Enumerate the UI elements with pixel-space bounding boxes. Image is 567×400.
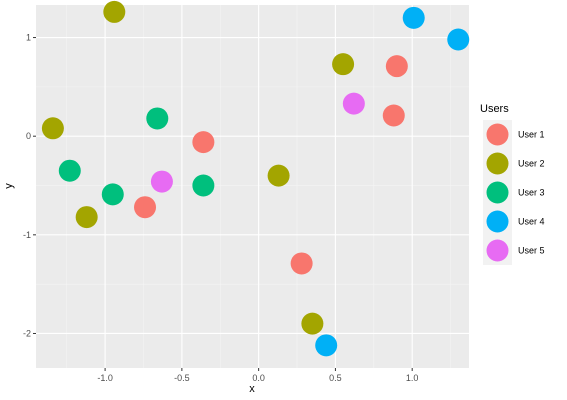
legend-label: User 1 xyxy=(518,130,545,140)
x-tick-label: 0.0 xyxy=(252,373,265,383)
y-tick-label: -2 xyxy=(23,328,31,338)
grid-minor xyxy=(36,5,469,368)
legend-key-swatch xyxy=(486,239,509,262)
legend: Users User 1 User 2 User 3 User 4 User 5 xyxy=(480,103,545,265)
legend-label: User 3 xyxy=(518,188,545,198)
x-axis-ticks: -1.0 -0.5 0.0 0.5 1.0 xyxy=(97,368,418,383)
legend-key-swatch xyxy=(486,210,509,233)
y-axis-ticks: -2 -1 0 1 xyxy=(23,33,36,338)
data-point-user-1 xyxy=(134,196,157,219)
x-tick-label: 0.5 xyxy=(329,373,342,383)
data-point-user-3 xyxy=(192,174,215,197)
y-tick-label: -1 xyxy=(23,230,31,240)
legend-key-swatch xyxy=(486,181,509,204)
data-point-user-2 xyxy=(301,312,324,335)
legend-label: User 5 xyxy=(518,246,545,256)
grid-major xyxy=(36,5,469,368)
x-tick-label: 1.0 xyxy=(406,373,419,383)
y-axis-title: y xyxy=(3,183,15,189)
data-points xyxy=(41,0,470,357)
data-point-user-3 xyxy=(101,183,124,206)
data-point-user-5 xyxy=(342,92,365,115)
data-point-user-1 xyxy=(290,252,313,275)
data-point-user-2 xyxy=(75,206,98,229)
data-point-user-3 xyxy=(146,107,169,130)
x-tick-label: -0.5 xyxy=(174,373,190,383)
data-point-user-5 xyxy=(150,170,173,193)
data-point-user-4 xyxy=(315,334,338,357)
legend-title: Users xyxy=(480,103,509,115)
legend-label: User 4 xyxy=(518,217,545,227)
data-point-user-2 xyxy=(267,164,290,187)
data-point-user-1 xyxy=(192,131,215,154)
x-axis-title: x xyxy=(249,383,255,395)
y-tick-label: 1 xyxy=(26,33,31,43)
data-point-user-4 xyxy=(402,6,425,29)
data-point-user-4 xyxy=(447,28,470,51)
y-tick-label: 0 xyxy=(26,131,31,141)
legend-key-swatch xyxy=(486,152,509,175)
data-point-user-2 xyxy=(332,53,355,76)
legend-label: User 2 xyxy=(518,159,545,169)
data-point-user-3 xyxy=(58,159,81,182)
data-point-user-2 xyxy=(103,0,126,23)
data-point-user-1 xyxy=(382,104,405,127)
x-tick-label: -1.0 xyxy=(97,373,113,383)
data-point-user-2 xyxy=(41,117,64,140)
data-point-user-1 xyxy=(385,55,408,78)
legend-key-swatch xyxy=(486,123,509,146)
